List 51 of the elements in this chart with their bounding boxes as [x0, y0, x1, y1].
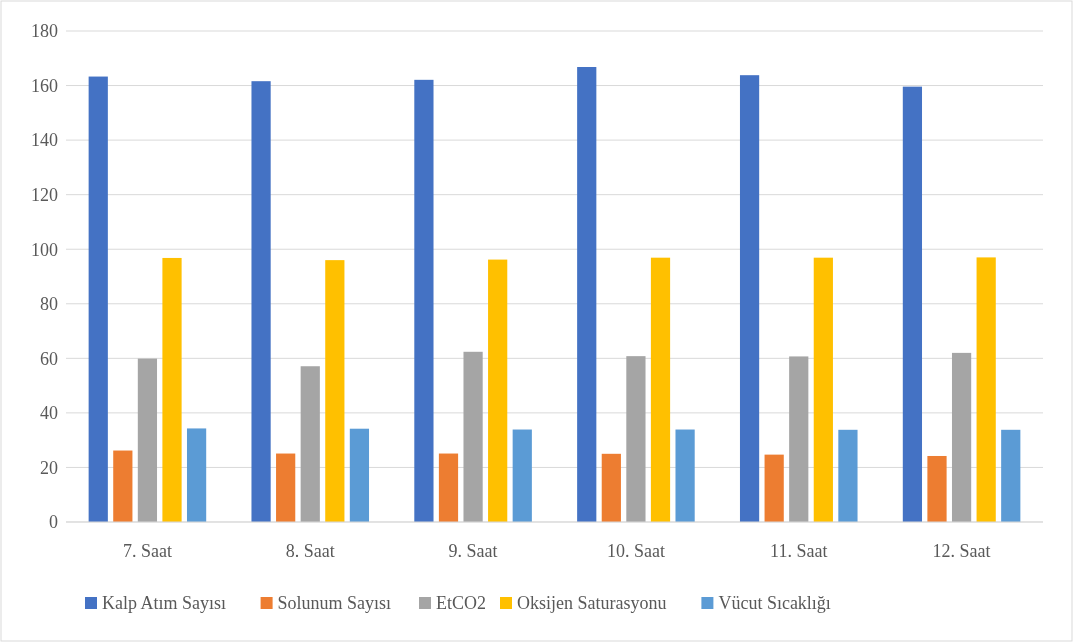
x-tick-label: 10. Saat: [606, 541, 665, 562]
legend-label: Kalp Atım Sayısı: [102, 593, 227, 614]
bar: [463, 351, 483, 522]
bar: [626, 356, 646, 522]
y-tick-label: 60: [40, 348, 58, 369]
bar: [186, 428, 207, 522]
bar: [951, 352, 972, 522]
bar: [113, 450, 133, 522]
bar: [276, 453, 296, 522]
bar: [349, 428, 370, 522]
legend-label: Oksijen Saturasyonu: [517, 593, 667, 614]
bar: [976, 257, 996, 522]
x-tick-label: 12. Saat: [932, 541, 991, 562]
bar: [764, 454, 784, 522]
y-tick-label: 20: [40, 457, 58, 478]
bar: [1001, 429, 1021, 522]
x-tick-label: 7. Saat: [122, 541, 172, 562]
y-tick-label: 100: [31, 239, 58, 260]
bar: [838, 429, 858, 522]
bar: [927, 455, 947, 522]
bar: [251, 81, 271, 522]
bar: [325, 260, 345, 522]
bar: [675, 429, 695, 522]
y-tick-label: 140: [31, 130, 58, 151]
bar: [414, 79, 434, 522]
legend-label: Vücut Sıcaklığı: [718, 593, 831, 614]
bar: [512, 429, 532, 522]
bar: [162, 257, 182, 522]
bar: [813, 257, 833, 522]
bar: [300, 366, 320, 522]
bar: [902, 86, 923, 522]
y-tick-label: 120: [31, 184, 58, 205]
y-tick-label: 80: [40, 294, 58, 315]
bar: [739, 75, 760, 522]
x-tick-label: 8. Saat: [285, 541, 335, 562]
bar: [88, 76, 108, 522]
x-tick-label: 9. Saat: [448, 541, 498, 562]
y-tick-label: 40: [40, 403, 58, 424]
legend-label: Solunum Sayısı: [277, 593, 392, 614]
bar: [438, 453, 459, 522]
bar: [650, 257, 671, 522]
bar: [137, 358, 158, 522]
bar: [601, 453, 621, 522]
legend-label: EtCO2: [436, 593, 487, 614]
bar: [488, 259, 508, 522]
y-tick-label: 160: [31, 75, 58, 96]
bar: [789, 356, 809, 522]
x-tick-label: 11. Saat: [770, 541, 828, 562]
y-tick-label: 180: [31, 21, 58, 42]
bar: [577, 67, 597, 522]
y-tick-label: 0: [49, 512, 58, 533]
